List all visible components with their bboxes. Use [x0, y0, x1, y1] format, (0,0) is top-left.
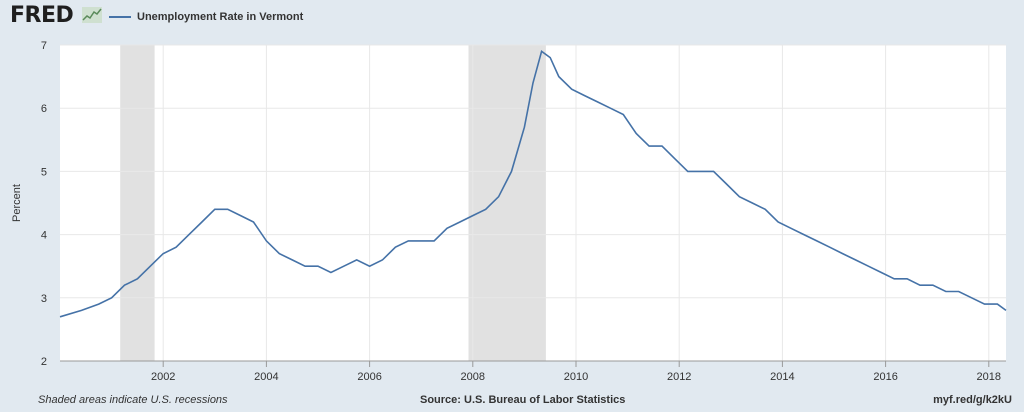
y-tick-label: 6	[41, 103, 47, 115]
y-tick-label: 7	[41, 40, 47, 52]
source-link[interactable]: Source: U.S. Bureau of Labor Statistics	[420, 394, 626, 406]
y-tick-label: 4	[41, 230, 47, 242]
y-axis-label: Percent	[11, 184, 23, 222]
x-tick-label: 2012	[667, 371, 691, 383]
legend-swatch	[109, 16, 131, 18]
chart-footer: Shaded areas indicate U.S. recessions So…	[0, 392, 1024, 412]
x-tick-label: 2008	[461, 371, 485, 383]
recession-note: Shaded areas indicate U.S. recessions	[38, 394, 228, 406]
recession-band-2	[468, 45, 546, 361]
short-url-link[interactable]: myf.red/g/k2kU	[933, 394, 1012, 406]
fred-logo[interactable]: FRED	[10, 3, 74, 28]
fred-logo-graph-icon	[82, 7, 102, 23]
recession-shading	[120, 45, 546, 361]
y-tick-label: 3	[41, 293, 47, 305]
x-tick-label: 2004	[254, 371, 278, 383]
y-tick-label: 2	[41, 356, 47, 368]
y-axis-ticks: 2 3 4 5 6 7	[41, 40, 47, 368]
x-tick-label: 2014	[770, 371, 794, 383]
x-tick-label: 2010	[564, 371, 588, 383]
x-tick-label: 2018	[977, 371, 1001, 383]
legend: Unemployment Rate in Vermont	[109, 11, 303, 23]
legend-label: Unemployment Rate in Vermont	[137, 11, 304, 23]
x-tick-label: 2002	[151, 371, 175, 383]
chart-header: FRED Unemployment Rate in Vermont	[0, 0, 1024, 34]
x-tick-label: 2006	[357, 371, 381, 383]
x-axis-ticks: 2002 2004 2006 2008 2010 2012 2014 2016 2018	[60, 360, 1006, 383]
recession-band-1	[120, 45, 155, 361]
x-tick-label: 2016	[873, 371, 897, 383]
series-line-unemployment-rate	[59, 49, 1007, 318]
y-tick-label: 5	[41, 166, 47, 178]
